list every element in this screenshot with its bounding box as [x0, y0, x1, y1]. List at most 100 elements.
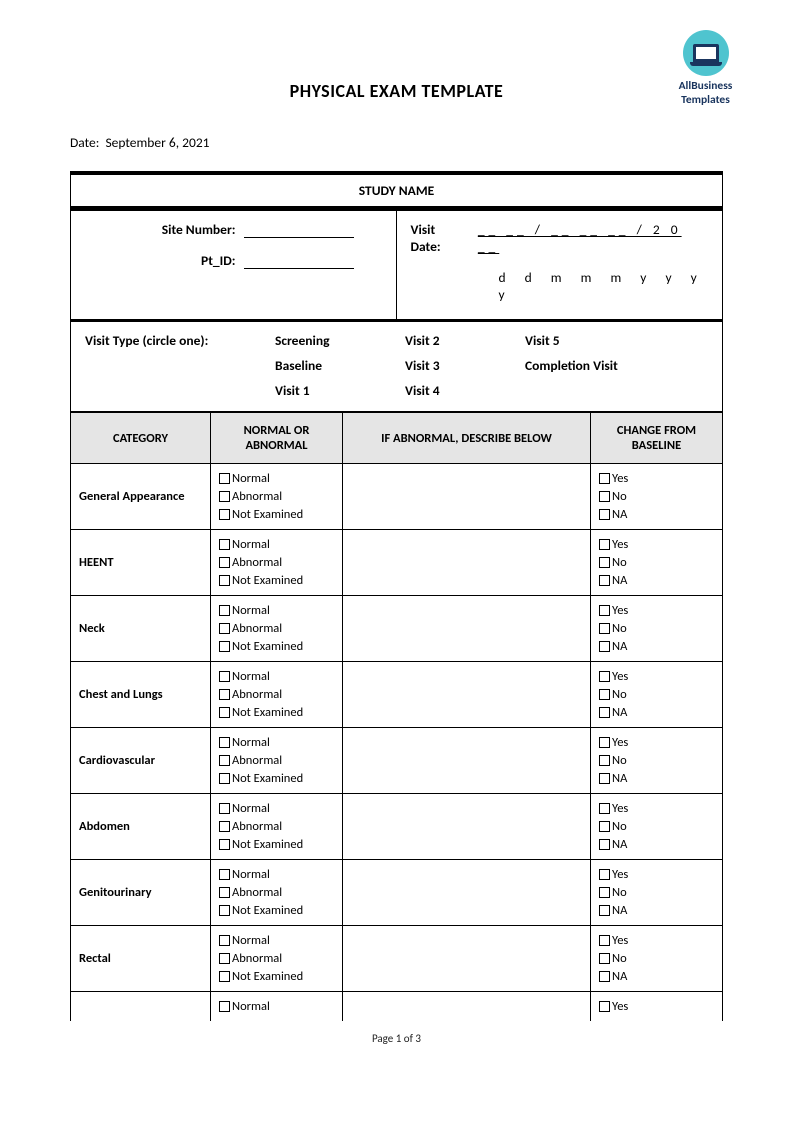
date-value: September 6, 2021 — [105, 134, 209, 151]
visit-opt-1[interactable]: Visit 1 — [275, 382, 405, 399]
checkbox-option[interactable]: Not Examined — [219, 903, 334, 918]
checkbox-option[interactable]: Normal — [219, 933, 334, 948]
visit-opt-completion[interactable]: Completion Visit — [525, 357, 685, 374]
checkbox-option[interactable]: Yes — [599, 603, 714, 618]
checkbox-option[interactable]: No — [599, 885, 714, 900]
study-name-label: STUDY NAME — [71, 175, 722, 211]
checkbox-option[interactable]: Not Examined — [219, 639, 334, 654]
site-number-label: Site Number: — [162, 221, 236, 238]
study-header-box: STUDY NAME Site Number: Pt_ID: Visit Dat… — [70, 171, 723, 412]
checkbox-option[interactable]: Abnormal — [219, 951, 334, 966]
checkbox-option[interactable]: Normal — [219, 603, 334, 618]
visit-opt-3[interactable]: Visit 3 — [405, 357, 525, 374]
visit-type-label: Visit Type (circle one): — [85, 332, 275, 349]
visit-date-field[interactable]: __ __ / __ __ __ / 2 0 __ — [478, 221, 708, 255]
visit-opt-2[interactable]: Visit 2 — [405, 332, 525, 349]
checkbox-option[interactable]: NA — [599, 969, 714, 984]
category-cell: Chest and Lungs — [71, 662, 211, 728]
change-cell: Yes No NA — [591, 860, 723, 926]
describe-cell[interactable] — [343, 926, 591, 992]
checkbox-option[interactable]: Abnormal — [219, 555, 334, 570]
category-cell: General Appearance — [71, 464, 211, 530]
checkbox-option[interactable]: Abnormal — [219, 885, 334, 900]
checkbox-option[interactable]: Normal — [219, 471, 334, 486]
checkbox-option[interactable]: Not Examined — [219, 705, 334, 720]
normal-cell: Normal Abnormal Not Examined — [211, 464, 343, 530]
describe-cell[interactable] — [343, 728, 591, 794]
brand-logo: AllBusiness Templates — [658, 30, 753, 108]
checkbox-option[interactable]: Not Examined — [219, 771, 334, 786]
normal-cell: Normal Abnormal Not Examined — [211, 926, 343, 992]
checkbox-option[interactable]: Normal — [219, 735, 334, 750]
change-cell: Yes No NA — [591, 794, 723, 860]
category-cell: Cardiovascular — [71, 728, 211, 794]
checkbox-option[interactable]: No — [599, 687, 714, 702]
describe-cell[interactable] — [343, 464, 591, 530]
change-cell: Yes No NA — [591, 728, 723, 794]
normal-cell: Normal Abnormal Not Examined — [211, 794, 343, 860]
checkbox-option[interactable]: NA — [599, 705, 714, 720]
checkbox-option[interactable]: Not Examined — [219, 507, 334, 522]
checkbox-option[interactable]: No — [599, 753, 714, 768]
checkbox-option[interactable]: Yes — [599, 669, 714, 684]
checkbox-option[interactable]: No — [599, 555, 714, 570]
checkbox-option[interactable]: Normal — [219, 801, 334, 816]
visit-opt-4[interactable]: Visit 4 — [405, 382, 525, 399]
category-cell: Neck — [71, 596, 211, 662]
th-describe: IF ABNORMAL, DESCRIBE BELOW — [343, 413, 591, 464]
checkbox-option[interactable]: Yes — [599, 867, 714, 882]
checkbox-option[interactable]: Abnormal — [219, 753, 334, 768]
visit-opt-baseline[interactable]: Baseline — [275, 357, 405, 374]
change-cell: Yes No NA — [591, 530, 723, 596]
th-normal: NORMAL OR ABNORMAL — [211, 413, 343, 464]
checkbox-option[interactable]: Yes — [599, 471, 714, 486]
pt-id-field[interactable] — [244, 255, 354, 269]
checkbox-option[interactable]: No — [599, 819, 714, 834]
logo-text-2: Templates — [658, 94, 753, 108]
checkbox-option[interactable]: Abnormal — [219, 489, 334, 504]
visit-date-hint: d d m m m y y y y — [411, 269, 709, 303]
checkbox-option[interactable]: Normal — [219, 669, 334, 684]
checkbox-option[interactable]: Not Examined — [219, 573, 334, 588]
checkbox-option[interactable]: Normal — [219, 999, 334, 1014]
checkbox-option[interactable]: Yes — [599, 537, 714, 552]
normal-cell: Normal Abnormal Not Examined — [211, 662, 343, 728]
checkbox-option[interactable]: NA — [599, 903, 714, 918]
checkbox-option[interactable]: Yes — [599, 933, 714, 948]
checkbox-option[interactable]: Not Examined — [219, 969, 334, 984]
checkbox-option[interactable]: Abnormal — [219, 687, 334, 702]
checkbox-option[interactable]: Abnormal — [219, 621, 334, 636]
visit-opt-5[interactable]: Visit 5 — [525, 332, 685, 349]
th-category: CATEGORY — [71, 413, 211, 464]
date-line: Date: September 6, 2021 — [70, 134, 723, 151]
describe-cell[interactable] — [343, 530, 591, 596]
checkbox-option[interactable]: Yes — [599, 735, 714, 750]
site-number-field[interactable] — [244, 224, 354, 238]
page-footer: Page 1 of 3 — [0, 1032, 793, 1045]
checkbox-option[interactable]: NA — [599, 573, 714, 588]
pt-id-label: Pt_ID: — [201, 252, 236, 269]
checkbox-option[interactable]: NA — [599, 771, 714, 786]
checkbox-option[interactable]: Abnormal — [219, 819, 334, 834]
checkbox-option[interactable]: No — [599, 951, 714, 966]
checkbox-option[interactable]: NA — [599, 639, 714, 654]
describe-cell[interactable] — [343, 794, 591, 860]
normal-cell: Normal Abnormal Not Examined — [211, 530, 343, 596]
checkbox-option[interactable]: Not Examined — [219, 837, 334, 852]
normal-cell: Normal Abnormal Not Examined — [211, 728, 343, 794]
checkbox-option[interactable]: NA — [599, 837, 714, 852]
checkbox-option[interactable]: No — [599, 489, 714, 504]
visit-opt-screening[interactable]: Screening — [275, 332, 405, 349]
checkbox-option[interactable]: Normal — [219, 537, 334, 552]
change-cell: Yes No NA — [591, 596, 723, 662]
exam-table: CATEGORY NORMAL OR ABNORMAL IF ABNORMAL,… — [70, 412, 723, 1021]
describe-cell[interactable] — [343, 662, 591, 728]
checkbox-option[interactable]: Yes — [599, 999, 714, 1014]
describe-cell[interactable] — [343, 860, 591, 926]
checkbox-option[interactable]: NA — [599, 507, 714, 522]
describe-cell[interactable] — [343, 596, 591, 662]
category-cell: Genitourinary — [71, 860, 211, 926]
checkbox-option[interactable]: Normal — [219, 867, 334, 882]
checkbox-option[interactable]: Yes — [599, 801, 714, 816]
checkbox-option[interactable]: No — [599, 621, 714, 636]
